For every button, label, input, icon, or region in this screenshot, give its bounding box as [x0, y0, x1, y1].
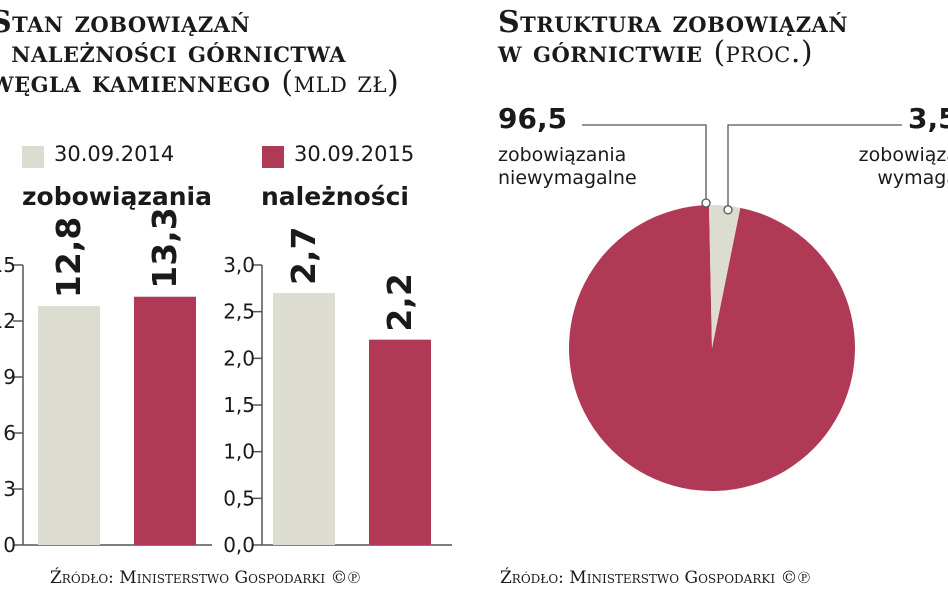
legend-swatch-2014 [22, 146, 44, 168]
pie-slice-niewymagalne [569, 205, 855, 491]
pie-value-wymagalne: 3,5 [908, 102, 948, 135]
legend-swatch-2015 [262, 146, 284, 168]
leader-line-wymagalne [727, 124, 902, 210]
pie-label-wymagalne: zobowiązania wymagalne [812, 144, 948, 190]
y-tick-label-naleznosci: 0,0 [223, 533, 255, 557]
legend-label-2015: 30.09.2015 [294, 142, 415, 166]
legend-label-2014: 30.09.2014 [54, 142, 175, 166]
pie-label-niewymagalne-text: zobowiązania niewymagalne [498, 144, 637, 189]
pie-label-wymagalne-text: zobowiązania wymagalne [858, 144, 948, 189]
pie-label-niewymagalne: zobowiązania niewymagalne [498, 144, 668, 190]
y-tick-label-naleznosci: 1,5 [223, 393, 255, 417]
bar-value-label-zobowiazania-2014: 12,8 [49, 217, 88, 298]
left-source-note: Źródło: Ministerstwo Gospodarki ©℗ [50, 568, 361, 588]
left-title-line-3-wrap: węgla kamiennego (mld zł) [0, 68, 399, 98]
left-title-line-2: i należności górnictwa [0, 35, 347, 70]
bar-value-label-naleznosci-2015: 2,2 [380, 273, 419, 331]
panel-title-naleznosci: należności [261, 182, 409, 211]
bar-value-label-naleznosci-2014: 2,7 [284, 227, 323, 285]
pie-value-niewymagalne: 96,5 [498, 102, 568, 135]
y-tick-label-naleznosci: 2,5 [223, 300, 255, 324]
y-tick-label-zobowiazania: 12 [0, 309, 16, 333]
y-tick-label-naleznosci: 3,0 [223, 253, 255, 277]
left-title-line-3: węgla kamiennego [0, 65, 271, 100]
right-source-note: Źródło: Ministerstwo Gospodarki ©℗ [500, 568, 811, 588]
right-title-unit: (proc.) [713, 35, 814, 70]
panel-title-zobowiazania: zobowiązania [22, 182, 212, 211]
right-chart-title: Struktura zobowiązań w górnictwie (proc.… [498, 8, 848, 68]
y-tick-label-naleznosci: 1,0 [223, 440, 255, 464]
bar-zobowiazania-2014 [38, 306, 100, 545]
right-title-line-1: Struktura zobowiązań [498, 5, 849, 40]
bar-naleznosci-2014 [273, 293, 335, 545]
left-title-unit: (mld zł) [281, 65, 400, 100]
bar-charts-svg: 0 3 6 9 12 15 12,8 13,3 0,0 0,5 1,0 1,5 2,0 2,5 3,0 2,7… [0, 207, 452, 557]
y-tick-label-zobowiazania: 15 [0, 253, 16, 277]
bar-zobowiazania-2015 [134, 296, 196, 545]
bar-naleznosci-2015 [369, 339, 431, 545]
y-tick-label-zobowiazania: 3 [3, 477, 16, 501]
leader-dot-wymagalne [723, 205, 733, 215]
right-title-line-2: w górnictwie [498, 35, 703, 70]
right-title-line-2-wrap: w górnictwie (proc.) [498, 38, 848, 68]
y-tick-label-naleznosci: 0,5 [223, 486, 255, 510]
left-chart-title: Stan zobowiązań i należności górnictwa w… [0, 8, 399, 98]
left-title-line-1: Stan zobowiązań [0, 5, 251, 40]
pie-slice-wymagalne [709, 205, 741, 348]
leader-line-niewymagalne [582, 124, 707, 204]
pie-chart-svg [569, 124, 902, 491]
y-tick-label-zobowiazania: 6 [3, 421, 16, 445]
y-tick-label-naleznosci: 2,0 [223, 346, 255, 370]
y-tick-label-zobowiazania: 9 [3, 365, 16, 389]
leader-dot-niewymagalne [701, 198, 711, 208]
bar-value-label-zobowiazania-2015: 13,3 [145, 207, 184, 288]
y-tick-label-zobowiazania: 0 [3, 533, 16, 557]
